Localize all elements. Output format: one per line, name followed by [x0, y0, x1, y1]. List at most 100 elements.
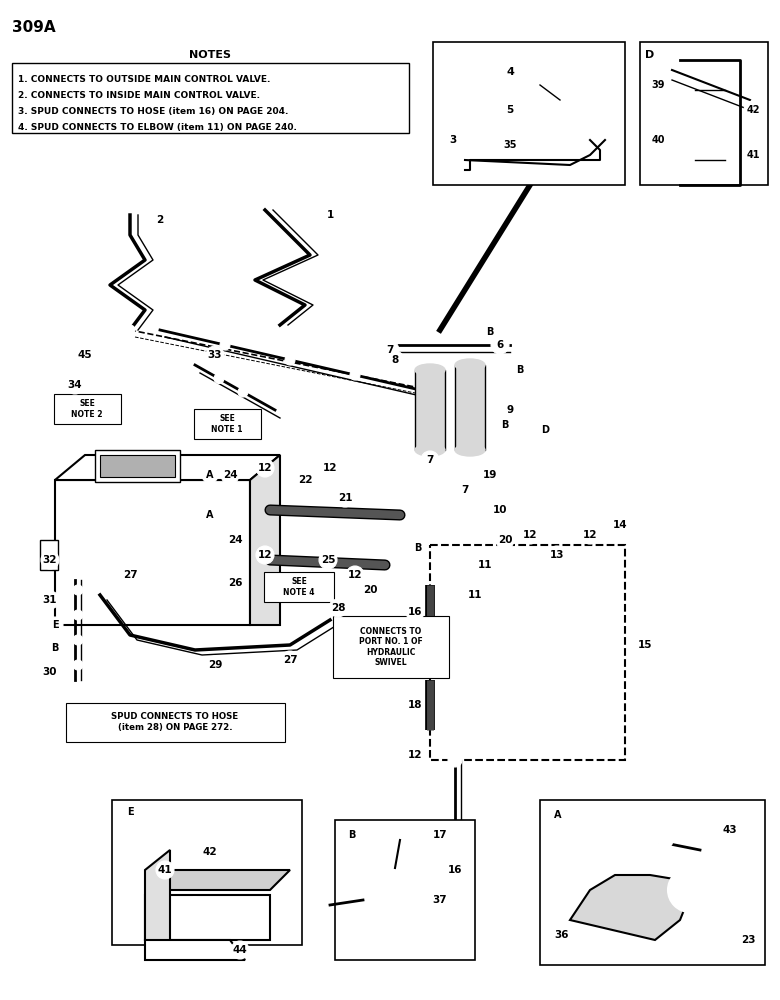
Text: 1. CONNECTS TO OUTSIDE MAIN CONTROL VALVE.: 1. CONNECTS TO OUTSIDE MAIN CONTROL VALV… [18, 75, 271, 84]
Text: A: A [206, 510, 214, 520]
Text: 42: 42 [203, 847, 218, 857]
Text: 25: 25 [321, 555, 335, 565]
Text: B: B [51, 643, 58, 653]
Text: 24: 24 [222, 470, 237, 480]
Text: 7: 7 [386, 345, 394, 355]
Text: 11: 11 [468, 590, 482, 600]
Text: 31: 31 [43, 595, 57, 605]
FancyBboxPatch shape [66, 703, 285, 742]
Circle shape [491, 501, 509, 519]
FancyBboxPatch shape [54, 394, 121, 424]
Text: 44: 44 [232, 945, 247, 955]
Circle shape [281, 651, 299, 669]
Text: 2. CONNECTS TO INSIDE MAIN CONTROL VALVE.: 2. CONNECTS TO INSIDE MAIN CONTROL VALVE… [18, 91, 260, 100]
Circle shape [361, 581, 379, 599]
Circle shape [206, 346, 224, 364]
Bar [112, 800, 302, 945]
Circle shape [476, 556, 494, 574]
Polygon shape [55, 455, 280, 480]
Circle shape [41, 551, 59, 569]
Circle shape [220, 340, 230, 350]
Text: 13: 13 [550, 550, 564, 560]
Circle shape [386, 351, 404, 369]
Bar [40, 540, 58, 570]
Polygon shape [250, 455, 280, 625]
Circle shape [66, 376, 84, 394]
Bar [433, 42, 625, 185]
Circle shape [649, 76, 667, 94]
Circle shape [481, 466, 499, 484]
Text: 9: 9 [506, 405, 513, 415]
Circle shape [76, 346, 94, 364]
Text: 17: 17 [433, 830, 447, 840]
Circle shape [135, 340, 145, 350]
Circle shape [41, 663, 59, 681]
Circle shape [636, 636, 654, 654]
Text: 309A: 309A [12, 20, 55, 35]
Circle shape [319, 551, 337, 569]
Polygon shape [145, 940, 245, 960]
Bar [540, 800, 765, 965]
Circle shape [336, 489, 354, 507]
Text: 3: 3 [449, 135, 456, 145]
Circle shape [220, 483, 230, 493]
Circle shape [446, 861, 464, 879]
Circle shape [256, 459, 274, 477]
Text: SEE
NOTE 4: SEE NOTE 4 [283, 577, 315, 597]
Text: 14: 14 [612, 520, 627, 530]
Text: 21: 21 [338, 493, 353, 503]
Bar [12, 63, 409, 133]
Circle shape [210, 483, 220, 493]
FancyBboxPatch shape [333, 616, 449, 678]
Text: SPUD CONNECTS TO HOSE
(item 28) ON PAGE 272.: SPUD CONNECTS TO HOSE (item 28) ON PAGE … [112, 712, 239, 732]
Circle shape [256, 546, 274, 564]
Text: 12: 12 [583, 530, 597, 540]
Text: 22: 22 [298, 475, 312, 485]
Circle shape [492, 54, 528, 90]
Text: D: D [541, 425, 549, 435]
Text: B: B [486, 327, 494, 337]
Circle shape [381, 341, 399, 359]
Text: 20: 20 [498, 535, 512, 545]
Text: 4: 4 [506, 67, 514, 77]
Circle shape [214, 373, 224, 383]
Text: 24: 24 [228, 535, 243, 545]
Circle shape [346, 566, 364, 584]
Circle shape [47, 617, 63, 633]
FancyBboxPatch shape [264, 572, 334, 602]
Polygon shape [145, 870, 290, 890]
Text: 37: 37 [433, 895, 447, 905]
Text: 40: 40 [651, 135, 665, 145]
FancyBboxPatch shape [194, 409, 261, 439]
Text: 15: 15 [638, 640, 652, 650]
Circle shape [321, 459, 339, 477]
Circle shape [721, 821, 739, 839]
Circle shape [421, 451, 439, 469]
Text: NOTES: NOTES [189, 50, 231, 60]
Bar [640, 42, 768, 185]
Text: 27: 27 [122, 570, 137, 580]
Circle shape [285, 355, 295, 365]
Text: 2: 2 [156, 215, 164, 225]
Text: 33: 33 [207, 350, 222, 360]
Ellipse shape [415, 444, 445, 456]
Text: 18: 18 [408, 700, 422, 710]
Circle shape [226, 531, 244, 549]
Text: 16: 16 [448, 865, 463, 875]
Circle shape [611, 516, 629, 534]
Circle shape [431, 826, 449, 844]
Circle shape [121, 566, 139, 584]
Text: D: D [645, 50, 654, 60]
Circle shape [375, 880, 415, 920]
Circle shape [406, 603, 424, 621]
Text: 32: 32 [43, 555, 57, 565]
Circle shape [363, 868, 427, 932]
Text: 5: 5 [506, 105, 513, 115]
Text: 20: 20 [363, 585, 378, 595]
Text: E: E [126, 807, 133, 817]
Text: 11: 11 [477, 560, 492, 570]
Circle shape [321, 206, 339, 224]
Circle shape [521, 526, 539, 544]
Text: 10: 10 [493, 505, 507, 515]
Circle shape [296, 471, 314, 489]
